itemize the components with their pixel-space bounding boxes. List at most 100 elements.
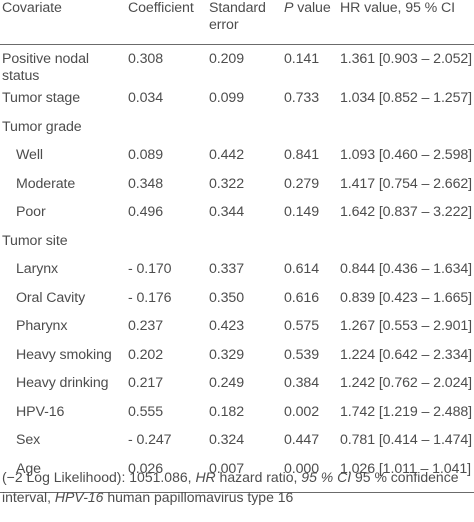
row-coefficient: - 0.247 bbox=[128, 432, 172, 448]
row-label: Larynx bbox=[16, 261, 58, 277]
row-label: HPV-16 bbox=[16, 403, 65, 420]
row-group-label: Tumor grade bbox=[2, 118, 82, 135]
row-label-line2: status bbox=[2, 67, 40, 84]
row-p-value: 0.447 bbox=[284, 432, 320, 448]
row-standard-error bbox=[209, 233, 284, 262]
row-coefficient bbox=[128, 119, 209, 148]
row-p-value: 0.539 bbox=[284, 346, 320, 363]
row-coefficient: 0.034 bbox=[128, 90, 164, 106]
row-label: Poor bbox=[16, 204, 46, 220]
footnote-hpv-abbr: HPV-16 bbox=[54, 489, 104, 505]
row-hr bbox=[340, 119, 474, 148]
row-hr: 0.844 [0.436 – 1.634] bbox=[340, 261, 473, 277]
header-p-value: P value bbox=[284, 0, 340, 44]
row-label-line1: Positive nodal bbox=[2, 50, 89, 67]
footnote-hr-abbr: HR bbox=[195, 469, 216, 485]
row-p-value: 0.733 bbox=[284, 90, 320, 106]
row-standard-error: 0.423 bbox=[209, 318, 245, 334]
row-coefficient: 0.026 bbox=[128, 460, 164, 477]
row-hr: 1.026 [1.011 – 1.041] bbox=[340, 460, 471, 477]
header-standard-error: Standard error bbox=[209, 0, 284, 44]
row-coefficient: 0.555 bbox=[128, 403, 164, 420]
row-standard-error: 0.324 bbox=[209, 432, 245, 448]
row-coefficient: 0.348 bbox=[128, 175, 164, 192]
row-p-value: 0.614 bbox=[284, 261, 320, 277]
header-standard-error-line2: error bbox=[209, 17, 239, 33]
row-coefficient: 0.237 bbox=[128, 318, 164, 334]
row-hr bbox=[340, 233, 474, 262]
row-p-value: 0.575 bbox=[284, 318, 320, 334]
footnote-ci-abbr: 95 % CI bbox=[301, 469, 352, 485]
row-label: Age bbox=[16, 460, 41, 477]
row-coefficient: 0.202 bbox=[128, 346, 164, 363]
row-label: Heavy drinking bbox=[16, 375, 109, 391]
row-p-value: 0.141 bbox=[284, 50, 320, 67]
footnote-ci-text: 95 % confidence interval, bbox=[2, 469, 459, 505]
table-row: Tumor site bbox=[0, 233, 474, 262]
row-standard-error bbox=[209, 119, 284, 148]
row-hr: 1.417 [0.754 – 2.662] bbox=[340, 175, 473, 192]
row-p-value bbox=[284, 233, 340, 262]
row-standard-error: 0.442 bbox=[209, 147, 245, 163]
row-standard-error: 0.209 bbox=[209, 50, 245, 67]
header-p-italic: P bbox=[284, 0, 294, 16]
row-hr: 1.642 [0.837 – 3.222] bbox=[340, 204, 473, 220]
table-row: Larynx - 0.170 0.337 0.614 0.844 [0.436 … bbox=[0, 261, 474, 290]
header-standard-error-line1: Standard bbox=[209, 0, 266, 16]
row-coefficient: 0.089 bbox=[128, 147, 164, 163]
row-label: Pharynx bbox=[16, 318, 68, 334]
table-row: HPV-16 0.555 0.182 0.002 1.742 [1.219 – … bbox=[0, 404, 474, 433]
table-row: Pharynx 0.237 0.423 0.575 1.267 [0.553 –… bbox=[0, 318, 474, 347]
row-standard-error: 0.337 bbox=[209, 261, 245, 277]
row-standard-error: 0.350 bbox=[209, 289, 245, 306]
row-p-value: 0.000 bbox=[284, 460, 320, 477]
row-coefficient: - 0.170 bbox=[128, 261, 172, 277]
row-label: Well bbox=[16, 147, 43, 163]
table-row: Tumor grade bbox=[0, 119, 474, 148]
row-hr: 1.742 [1.219 – 2.488] bbox=[340, 403, 473, 420]
row-p-value bbox=[284, 119, 340, 148]
footnote-hpv-text: human papillomavirus type 16 bbox=[103, 489, 294, 505]
table-row: Tumor stage 0.034 0.099 0.733 1.034 [0.8… bbox=[0, 90, 474, 119]
table-row: Moderate 0.348 0.322 0.279 1.417 [0.754 … bbox=[0, 176, 474, 205]
row-p-value: 0.841 bbox=[284, 147, 320, 163]
row-standard-error: 0.322 bbox=[209, 175, 245, 192]
row-label: Sex bbox=[16, 432, 41, 448]
header-covariate: Covariate bbox=[2, 0, 62, 16]
row-coefficient: 0.496 bbox=[128, 204, 164, 220]
row-coefficient: 0.308 bbox=[128, 50, 164, 67]
row-standard-error: 0.249 bbox=[209, 375, 245, 391]
row-group-label: Tumor site bbox=[2, 232, 68, 249]
row-standard-error: 0.182 bbox=[209, 403, 245, 420]
table-row: Heavy smoking 0.202 0.329 0.539 1.224 [0… bbox=[0, 347, 474, 376]
row-p-value: 0.002 bbox=[284, 403, 320, 420]
row-p-value: 0.149 bbox=[284, 204, 320, 220]
table-header-row: Covariate Coefficient Standard error P va… bbox=[0, 0, 474, 44]
row-hr: 1.093 [0.460 – 2.598] bbox=[340, 147, 473, 163]
row-label: Tumor stage bbox=[2, 90, 81, 106]
header-hr: HR value, 95 % CI bbox=[340, 0, 456, 16]
table-row: Heavy drinking 0.217 0.249 0.384 1.242 [… bbox=[0, 375, 474, 404]
row-coefficient: 0.217 bbox=[128, 375, 164, 391]
row-p-value: 0.616 bbox=[284, 289, 320, 306]
table-row: Well 0.089 0.442 0.841 1.093 [0.460 – 2.… bbox=[0, 147, 474, 176]
row-p-value: 0.384 bbox=[284, 375, 320, 391]
table-row: Poor 0.496 0.344 0.149 1.642 [0.837 – 3.… bbox=[0, 204, 474, 233]
row-standard-error: 0.344 bbox=[209, 204, 245, 220]
row-coefficient: - 0.176 bbox=[128, 289, 172, 306]
row-hr: 1.267 [0.553 – 2.901] bbox=[340, 318, 473, 334]
row-hr: 0.839 [0.423 – 1.665] bbox=[340, 289, 473, 306]
footnote-hr-text: hazard ratio, bbox=[215, 469, 302, 485]
header-p-rest: value bbox=[293, 0, 331, 16]
row-label: Heavy smoking bbox=[16, 346, 112, 363]
footnote-likelihood: (−2 Log Likelihood): 1051.086, bbox=[2, 469, 196, 485]
row-standard-error: 0.007 bbox=[209, 460, 245, 477]
table-row: Oral Cavity - 0.176 0.350 0.616 0.839 [0… bbox=[0, 290, 474, 319]
table-row: Positive nodal status 0.308 0.209 0.141 1… bbox=[0, 44, 474, 90]
row-label: Positive nodal status bbox=[0, 44, 128, 90]
row-hr: 1.361 [0.903 – 2.052] bbox=[340, 50, 473, 67]
row-hr: 1.224 [0.642 – 2.334] bbox=[340, 346, 473, 363]
cox-regression-table: Covariate Coefficient Standard error P va… bbox=[0, 0, 474, 493]
header-coefficient: Coefficient bbox=[128, 0, 194, 16]
row-hr: 0.781 [0.414 – 1.474] bbox=[340, 432, 473, 448]
